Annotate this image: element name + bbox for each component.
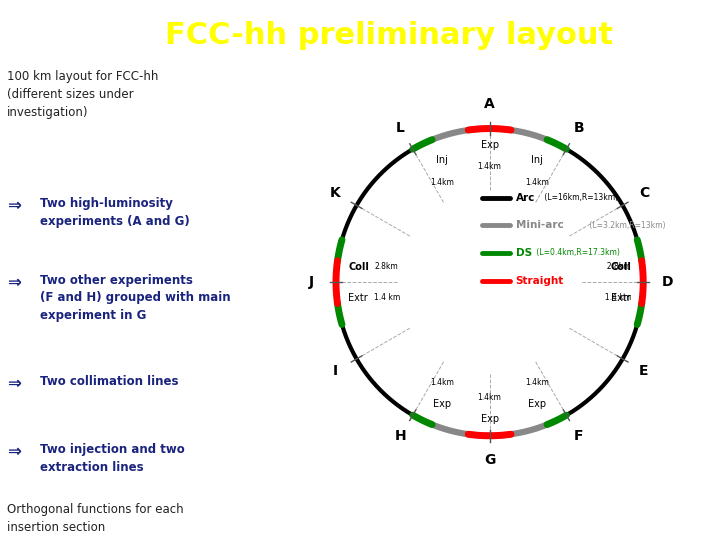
Text: ⇒: ⇒ (7, 375, 21, 394)
Text: FCC-hh preliminary layout: FCC-hh preliminary layout (165, 21, 613, 50)
Text: 1.4km: 1.4km (477, 393, 502, 402)
Text: 2.8km: 2.8km (374, 262, 398, 271)
Text: Orthogonal functions for each
insertion section: Orthogonal functions for each insertion … (7, 503, 184, 534)
Text: C: C (639, 186, 649, 200)
Text: I: I (333, 364, 338, 378)
Text: 1.4km: 1.4km (431, 178, 454, 187)
Text: G: G (484, 453, 495, 467)
Text: Coll: Coll (610, 262, 631, 272)
Text: Straight: Straight (516, 275, 564, 286)
Text: FCC: FCC (60, 24, 84, 35)
Text: D: D (662, 275, 673, 289)
Text: Inj: Inj (436, 156, 449, 165)
Text: E: E (639, 364, 649, 378)
Text: ⇒: ⇒ (7, 443, 21, 461)
Text: Two high-luminosity
experiments (A and G): Two high-luminosity experiments (A and G… (40, 197, 190, 228)
Text: Two other experiments
(F and H) grouped with main
experiment in G: Two other experiments (F and H) grouped … (40, 274, 230, 322)
Text: Two injection and two
extraction lines: Two injection and two extraction lines (40, 443, 185, 474)
Text: H: H (395, 429, 406, 443)
Text: B: B (573, 121, 584, 135)
Text: A: A (485, 97, 495, 111)
Text: (L=3.2km,R=13km): (L=3.2km,R=13km) (587, 221, 665, 230)
Text: 100 km layout for FCC-hh
(different sizes under
investigation): 100 km layout for FCC-hh (different size… (7, 70, 158, 119)
Text: L: L (396, 121, 405, 135)
Text: (L=16km,R=13km): (L=16km,R=13km) (542, 193, 618, 202)
Text: Mini-arc: Mini-arc (516, 220, 564, 231)
Text: F: F (574, 429, 583, 443)
Text: (L=0.4km,R=17.3km): (L=0.4km,R=17.3km) (534, 248, 619, 258)
Text: hh  ee  he: hh ee he (58, 41, 86, 46)
Text: 1.4km: 1.4km (525, 377, 549, 387)
Text: FCC: FCC (25, 509, 40, 516)
Text: J: J (309, 275, 314, 289)
Text: 1.4km: 1.4km (477, 163, 502, 171)
Text: Future High Energy Circular Colliders
Michael Benedict
Lepton Photon 2015, Ljubl: Future High Energy Circular Colliders Mi… (72, 500, 214, 534)
Text: Exp: Exp (433, 399, 451, 409)
Text: Arc: Arc (516, 193, 535, 202)
Text: ⇒: ⇒ (7, 274, 21, 292)
Text: 1.4km: 1.4km (525, 178, 549, 187)
Text: hh ee he: hh ee he (24, 522, 41, 526)
Text: 1.4km: 1.4km (431, 377, 454, 387)
Text: 1.4 km: 1.4 km (593, 293, 631, 302)
Text: Extr: Extr (348, 293, 368, 302)
Text: Exp: Exp (528, 399, 546, 409)
Text: Exp: Exp (480, 414, 499, 424)
Text: Inj: Inj (531, 156, 543, 165)
Text: Extr: Extr (611, 293, 631, 302)
Text: 2.8km: 2.8km (595, 262, 631, 271)
Text: K: K (330, 186, 341, 200)
Text: Coll: Coll (348, 262, 369, 272)
Text: ⇒: ⇒ (7, 197, 21, 215)
Text: Exp: Exp (480, 140, 499, 150)
Text: DS: DS (516, 248, 532, 258)
Text: Two collimation lines: Two collimation lines (40, 375, 179, 388)
Text: 1.4 km: 1.4 km (374, 293, 400, 302)
Text: 15: 15 (678, 510, 698, 524)
